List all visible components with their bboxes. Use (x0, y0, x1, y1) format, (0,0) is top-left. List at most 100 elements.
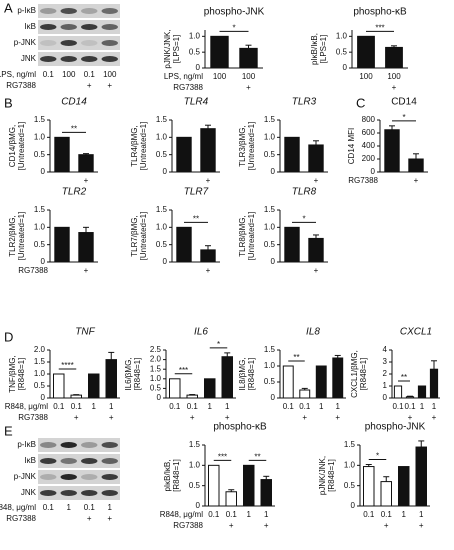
x-tick-label: 0.1 (392, 402, 404, 411)
blot-strip (38, 52, 120, 66)
blot-band (40, 458, 57, 464)
y-tick-label: 1.0 (336, 31, 348, 40)
bar (384, 129, 400, 173)
blot-row-label: JNK (21, 488, 37, 497)
y-tick-label: 1.0 (264, 361, 276, 370)
bar (204, 378, 216, 399)
y-tick-label: 0 (163, 257, 168, 266)
bar (221, 356, 233, 399)
chart-title: phospho-JNK (365, 422, 426, 433)
y-tick-label: 0 (163, 167, 168, 176)
y-tick-label: 1.5 (34, 205, 46, 214)
x-tick-label: + (314, 266, 319, 275)
x-row-label: RG7388 (6, 514, 36, 523)
blot-row-label: p-IκB (17, 6, 36, 15)
bar (208, 464, 220, 507)
bar (243, 464, 255, 507)
blot-strip (38, 486, 120, 500)
blot-band (101, 474, 118, 480)
x-row-label: RG7388 (18, 413, 48, 422)
sig-label: * (302, 214, 305, 223)
y-tick-label: 1.0 (34, 369, 46, 378)
y-tick-label: 1.0 (34, 132, 46, 141)
bar (308, 237, 324, 263)
bar (408, 158, 424, 173)
blot-row-label: p-JNK (14, 472, 37, 481)
y-axis-label: TNF/βMG, (8, 355, 17, 392)
chart-title: TLR2 (62, 187, 87, 198)
blot-strip (38, 20, 120, 34)
bar (169, 378, 181, 399)
y-axis-label: [R848=1] (172, 459, 181, 492)
blot-band (60, 40, 77, 46)
x-tick-label: + (190, 413, 195, 422)
bar (415, 446, 427, 507)
blot-strip (38, 454, 120, 468)
y-tick-label: 0 (271, 393, 276, 402)
chart-title: TLR4 (184, 97, 209, 108)
y-tick-label: 0 (41, 257, 46, 266)
y-tick-label: 2 (383, 369, 388, 378)
y-axis-label: TLR3/βMG, (238, 125, 247, 167)
y-tick-label: 1.0 (156, 132, 168, 141)
y-axis-label: pJNK/JNK, (318, 456, 327, 495)
lane-label: + (87, 81, 92, 90)
blot-band (101, 24, 118, 30)
y-axis-label: IL6/βMG, (124, 357, 133, 390)
blot-band (60, 490, 77, 496)
y-tick-label: 1.0 (264, 132, 276, 141)
blot-band (40, 442, 57, 448)
y-tick-label: 0.5 (156, 240, 168, 249)
bar (282, 365, 294, 399)
y-tick-label: 800 (362, 115, 376, 124)
y-tick-label: 200 (362, 154, 376, 163)
bar (186, 394, 198, 399)
x-tick-label: 1 (208, 402, 213, 411)
x-tick-label: 1 (420, 402, 425, 411)
blot-band (40, 56, 57, 62)
blot-band (101, 40, 118, 46)
x-tick-label: + (84, 176, 89, 185)
panel-label: B (4, 95, 13, 110)
x-tick-label: + (206, 176, 211, 185)
sig-label: * (402, 113, 405, 122)
x-tick-label: 0.1 (169, 402, 181, 411)
x-tick-label: 0.1 (299, 402, 311, 411)
sig-label: ** (293, 353, 299, 362)
bar (54, 226, 70, 263)
y-tick-label: 0.5 (189, 481, 201, 490)
lane-label: 1 (108, 503, 113, 512)
y-tick-label: 1.0 (189, 31, 201, 40)
bar (176, 226, 192, 263)
x-tick-label: + (229, 521, 234, 530)
bar (284, 226, 300, 263)
y-axis-label: TLR7/βMG, (130, 215, 139, 257)
x-tick-label: + (414, 176, 419, 185)
bar (225, 491, 237, 507)
x-tick-label: 1 (225, 402, 230, 411)
x-tick-label: 100 (359, 72, 373, 81)
bar (405, 396, 415, 399)
bar (105, 359, 117, 399)
y-tick-label: 1.5 (150, 364, 162, 373)
y-tick-label: 1 (383, 381, 388, 390)
y-tick-label: 1.5 (264, 345, 276, 354)
y-tick-label: 0 (383, 393, 388, 402)
bar (53, 373, 65, 399)
y-tick-label: 1.0 (150, 374, 162, 383)
y-tick-label: 0 (157, 393, 162, 402)
blot-band (40, 474, 57, 480)
y-tick-label: 0 (41, 393, 46, 402)
sig-label: ** (254, 452, 260, 461)
x-tick-label: + (314, 176, 319, 185)
y-axis-label: TLR8/βMG, (238, 215, 247, 257)
y-tick-label: 0 (343, 63, 348, 72)
x-tick-label: 0.1 (208, 510, 220, 519)
sig-label: ** (401, 373, 407, 382)
y-tick-label: 0.5 (344, 481, 356, 490)
bar (308, 144, 324, 173)
y-tick-label: 1.0 (189, 460, 201, 469)
x-row-label: R848, μg/ml (0, 503, 36, 512)
y-axis-label: [R848=1] (327, 459, 336, 492)
blot-row-label: p-JNK (14, 38, 37, 47)
